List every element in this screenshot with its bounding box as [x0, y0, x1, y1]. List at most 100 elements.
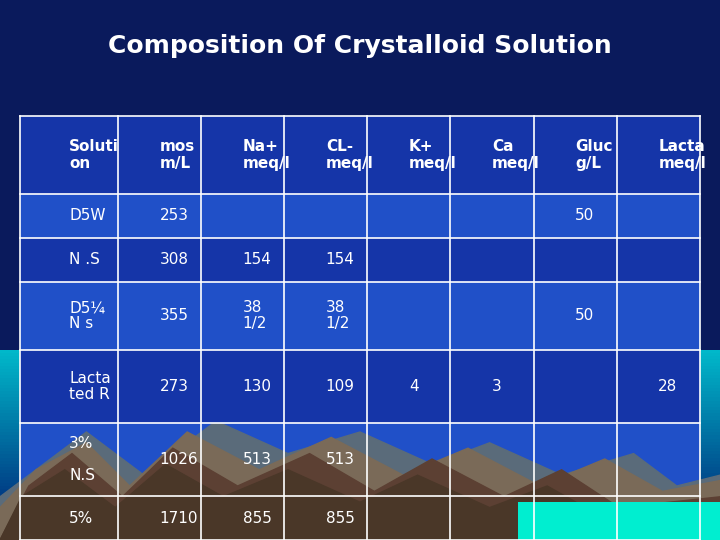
Bar	[20, 385, 700, 388]
Bar	[518, 502, 720, 540]
Text: mos
m/L: mos m/L	[160, 139, 195, 171]
Text: D5¼
N s: D5¼ N s	[69, 300, 105, 332]
Text: K+
meq/l: K+ meq/l	[409, 139, 456, 171]
Bar	[20, 467, 700, 470]
Bar	[20, 375, 700, 379]
Bar	[0, 438, 720, 442]
Bar	[0, 474, 720, 477]
Bar	[20, 442, 700, 445]
Text: Na+
meq/l: Na+ meq/l	[243, 139, 290, 171]
Bar	[20, 537, 700, 540]
Bar	[0, 518, 720, 521]
Bar	[20, 282, 700, 350]
Text: Composition Of Crystalloid Solution: Composition Of Crystalloid Solution	[108, 34, 612, 58]
Bar	[20, 448, 700, 451]
Polygon shape	[0, 448, 720, 540]
Text: 109: 109	[325, 379, 355, 394]
Bar	[20, 528, 700, 530]
Text: Soluti
on: Soluti on	[69, 139, 119, 171]
Text: Ca
meq/l: Ca meq/l	[492, 139, 540, 171]
Bar	[20, 413, 700, 416]
Bar	[20, 470, 700, 474]
Bar	[20, 116, 700, 194]
Bar	[0, 391, 720, 394]
Bar	[20, 372, 700, 375]
Text: 38
1/2: 38 1/2	[325, 300, 350, 332]
Bar	[20, 511, 700, 515]
Bar	[20, 505, 700, 508]
Bar	[0, 499, 720, 502]
Text: 3: 3	[492, 379, 502, 394]
Text: 154: 154	[243, 252, 271, 267]
Bar	[20, 416, 700, 420]
Bar	[0, 404, 720, 407]
Bar	[0, 407, 720, 410]
Bar	[20, 356, 700, 360]
Bar	[0, 496, 720, 499]
Text: CL-
meq/l: CL- meq/l	[325, 139, 374, 171]
Bar	[0, 429, 720, 433]
Bar	[20, 508, 700, 511]
Bar	[0, 461, 720, 464]
Bar	[0, 486, 720, 489]
Bar	[0, 508, 720, 511]
Bar	[20, 194, 700, 238]
Text: 50: 50	[575, 308, 595, 323]
Bar	[20, 350, 700, 423]
Text: 3%

N.S: 3% N.S	[69, 436, 95, 483]
Bar	[0, 483, 720, 486]
Bar	[20, 455, 700, 458]
Bar	[20, 489, 700, 492]
Text: 154: 154	[325, 252, 355, 267]
Bar	[0, 366, 720, 369]
Bar	[20, 350, 700, 423]
Bar	[20, 518, 700, 521]
Bar	[0, 492, 720, 496]
Bar	[0, 470, 720, 474]
Bar	[20, 404, 700, 407]
Text: 513: 513	[325, 452, 355, 467]
Bar	[0, 480, 720, 483]
Text: 308: 308	[160, 252, 189, 267]
Text: 355: 355	[160, 308, 189, 323]
Bar	[0, 534, 720, 537]
Bar	[20, 496, 700, 540]
Text: 4: 4	[409, 379, 418, 394]
Bar	[20, 480, 700, 483]
Bar	[20, 524, 700, 528]
Bar	[0, 363, 720, 366]
Text: 50: 50	[575, 208, 595, 224]
Text: Lacta
ted R: Lacta ted R	[69, 371, 111, 402]
Bar	[0, 350, 720, 540]
Bar	[20, 483, 700, 486]
Bar	[20, 521, 700, 524]
Bar	[0, 464, 720, 467]
Bar	[20, 458, 700, 461]
Bar	[20, 423, 700, 496]
Bar	[0, 442, 720, 445]
Bar	[20, 451, 700, 455]
Bar	[20, 502, 700, 505]
Bar	[20, 388, 700, 391]
Bar	[0, 401, 720, 404]
Bar	[0, 379, 720, 382]
Bar	[0, 394, 720, 397]
Bar	[0, 369, 720, 372]
Bar	[0, 502, 720, 505]
Bar	[20, 530, 700, 534]
Polygon shape	[0, 432, 720, 540]
Bar	[20, 369, 700, 372]
Text: D5W: D5W	[69, 208, 106, 224]
Bar	[20, 499, 700, 502]
Text: 1710: 1710	[160, 511, 198, 525]
Bar	[0, 524, 720, 528]
Bar	[20, 363, 700, 366]
Bar	[20, 433, 700, 435]
Text: Gluc
g/L: Gluc g/L	[575, 139, 613, 171]
Bar	[0, 455, 720, 458]
Bar	[20, 445, 700, 448]
Text: 513: 513	[243, 452, 271, 467]
Bar	[20, 353, 700, 356]
Bar	[20, 350, 700, 353]
Bar	[0, 388, 720, 391]
